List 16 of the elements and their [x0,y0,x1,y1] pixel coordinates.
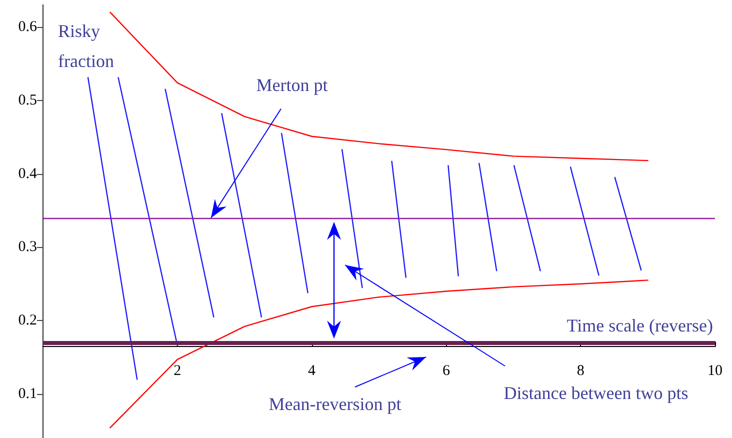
x-tick-label: 10 [708,363,722,380]
x-axis-title: Time scale (reverse) [566,316,713,336]
y-tick-label: 0.1 [18,386,37,402]
x-tick-label: 2 [174,363,182,380]
annotation: Mean-reversion pt [268,394,402,414]
y-tick-label: 0.2 [18,312,37,329]
y-tick-label: 0.5 [18,92,37,108]
y-tick-label: 0.6 [18,19,38,36]
y-tick-label: 0.3 [18,239,37,256]
x-tick-label: 8 [576,363,584,380]
y-axis-title: Risky fraction [58,21,114,71]
annotation: Merton pt [256,74,328,95]
annotation: Distance between two pts [504,383,688,403]
x-tick-label: 4 [308,363,316,380]
y-tick-label: 0.4 [18,166,38,182]
x-tick-label: 6 [442,363,450,380]
